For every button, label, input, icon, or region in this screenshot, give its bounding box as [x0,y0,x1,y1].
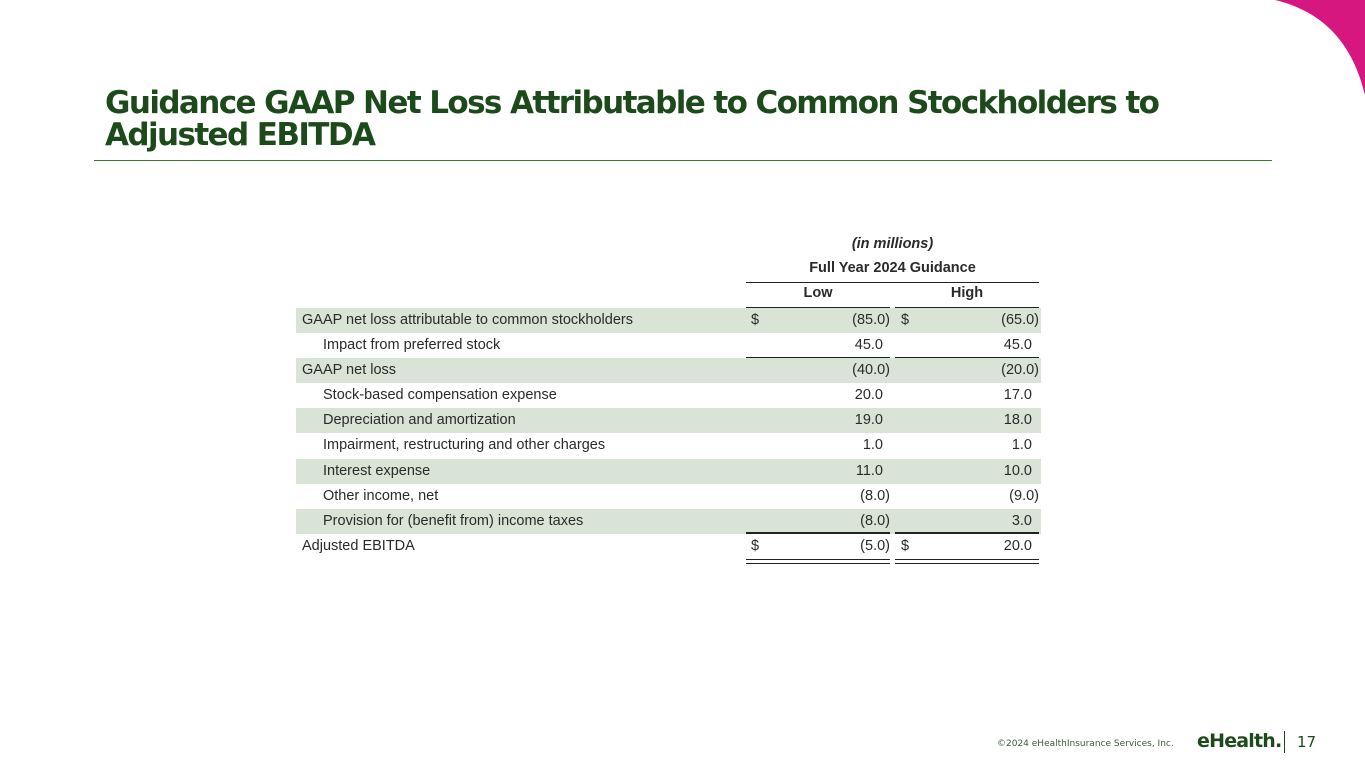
table-row: Stock-based compensation expense 20.0 17… [296,383,1041,408]
row-label: Stock-based compensation expense [323,387,557,404]
units-header-row: (in millions) [296,233,1041,258]
value-high: 17.0 [1003,387,1032,404]
value-high: (65.0) [1001,312,1039,328]
value-low: 1.0 [862,437,883,454]
subtotal-underline-low [746,532,890,534]
row-label: Adjusted EBITDA [302,537,415,554]
row-label: Other income, net [323,487,439,504]
table-row: Interest expense 11.0 10.0 [296,458,1041,484]
subtotal-underline-low [746,356,890,359]
value-low: (8.0) [860,487,890,504]
page-title: Guidance GAAP Net Loss Attributable to C… [105,87,1225,151]
value-low: 11.0 [855,462,883,479]
copyright-text: ©2024 eHealthInsurance Services, Inc. [997,739,1174,749]
value-low: 20.0 [854,387,883,404]
value-high: 20.0 [1003,537,1032,554]
value-high: 10.0 [1003,462,1032,479]
table-row: Impact from preferred stock 45.0 45.0 [296,333,1041,359]
value-low: (85.0) [852,312,890,328]
value-high: 45.0 [1003,337,1032,354]
column-header-high: High [895,285,1039,308]
value-low: (5.0) [860,537,890,554]
column-header-row: Low High [296,283,1041,308]
total-double-underline-low [746,558,890,564]
dollar-sign-low: $ [751,537,760,554]
title-line-1: Guidance GAAP Net Loss Attributable to C… [105,85,1160,121]
corner-swoosh-decoration [1275,0,1365,95]
value-high: 1.0 [1011,437,1032,454]
value-high: 3.0 [1011,512,1032,529]
row-label: GAAP net loss [302,362,397,379]
table-row: GAAP net loss (40.0) (20.0) [296,358,1041,384]
table-row: GAAP net loss attributable to common sto… [296,308,1041,334]
group-header: Full Year 2024 Guidance [746,260,1039,283]
value-high: (9.0) [1009,487,1039,504]
units-label: (in millions) [851,236,934,252]
ehealth-logo: eHealth. [1197,730,1282,752]
guidance-table: (in millions) Full Year 2024 Guidance Lo… [296,233,1041,564]
value-high: (20.0) [1001,362,1039,379]
value-low: 45.0 [854,337,883,354]
dollar-sign-high: $ [901,537,910,554]
value-low: (40.0) [852,362,890,379]
row-label: Impairment, restructuring and other char… [323,437,606,454]
page-number: 17 [1297,733,1317,751]
row-label: Interest expense [323,462,431,479]
table-row: Depreciation and amortization 19.0 18.0 [296,408,1041,434]
value-low: (8.0) [860,512,890,529]
table-row: Other income, net (8.0) (9.0) [296,484,1041,509]
row-label: Impact from preferred stock [323,337,501,354]
group-header-row: Full Year 2024 Guidance [296,258,1041,283]
title-divider [94,160,1272,161]
subtotal-underline-high [895,532,1039,534]
table-row: Provision for (benefit from) income taxe… [296,508,1041,534]
total-double-underline-high [895,558,1039,564]
table-row: Adjusted EBITDA $ (5.0) $ 20.0 [296,534,1041,564]
column-header-low: Low [746,285,890,308]
dollar-sign-high: $ [901,312,910,328]
row-label: Depreciation and amortization [323,412,516,429]
table-row: Impairment, restructuring and other char… [296,433,1041,458]
footer-divider [1284,731,1285,753]
value-high: 18.0 [1003,412,1032,429]
row-label: GAAP net loss attributable to common sto… [302,312,633,328]
subtotal-underline-high [895,356,1039,359]
title-line-2: Adjusted EBITDA [105,117,376,153]
value-low: 19.0 [854,412,883,429]
dollar-sign-low: $ [751,312,760,328]
row-label: Provision for (benefit from) income taxe… [323,512,584,529]
